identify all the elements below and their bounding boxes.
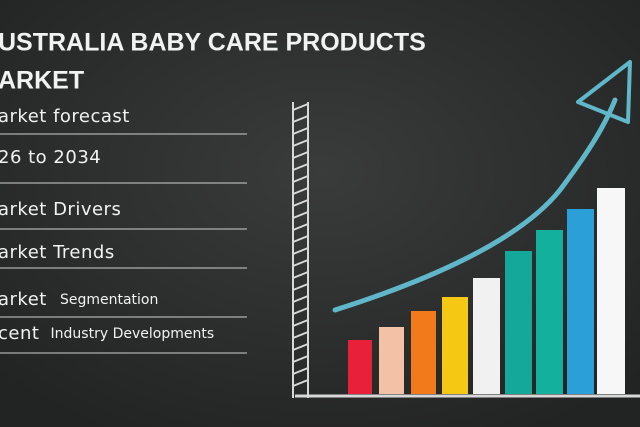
menu-item: 26 to 2034 [0, 147, 101, 168]
title-line: USTRALIA BABY CARE PRODUCTS [0, 29, 426, 57]
menu-item: arket forecast [0, 106, 130, 127]
bar [567, 209, 594, 394]
menu-item: arket Drivers [0, 199, 121, 220]
decorative-bars [348, 188, 625, 394]
bar [442, 297, 468, 394]
menu-item: cent Industry Developments [0, 323, 214, 344]
bar [348, 340, 372, 394]
chalk-arrow [332, 60, 632, 313]
bar [411, 311, 436, 394]
bar [473, 278, 500, 394]
bar [536, 230, 563, 394]
menu-lead: arket [0, 289, 47, 310]
menu-lead: cent [0, 323, 39, 344]
menu-item: arket Segmentation [0, 289, 158, 310]
bar [379, 327, 404, 394]
bar [505, 251, 532, 394]
menu-item: arket Trends [0, 242, 115, 263]
title-line: ARKET [0, 67, 84, 95]
bar [597, 188, 625, 394]
chalk-ladder-axis [292, 102, 640, 398]
menu-rest: Industry Developments [51, 326, 215, 342]
menu-rest: Segmentation [60, 292, 158, 308]
